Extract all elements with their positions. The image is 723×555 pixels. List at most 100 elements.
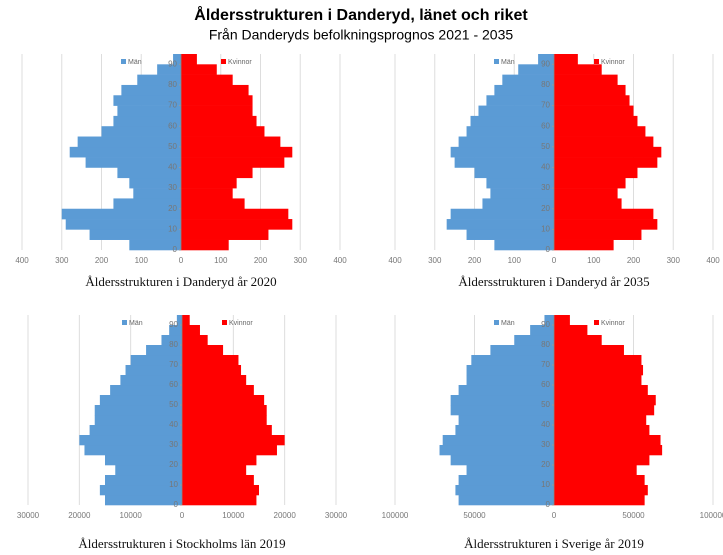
y-tick-label: 10 [168, 224, 177, 233]
x-tick-label: 0 [552, 511, 557, 520]
x-tick-label: 100 [508, 256, 522, 265]
bar [554, 335, 602, 346]
bar [554, 157, 658, 168]
bar [554, 475, 645, 486]
bar [455, 425, 554, 436]
y-tick-label: 50 [168, 142, 177, 151]
x-tick-label: 100 [587, 256, 601, 265]
bar [182, 335, 208, 346]
x-tick-label: 200 [468, 256, 482, 265]
bar [554, 395, 656, 406]
y-tick-label: 80 [541, 80, 550, 89]
bar [554, 208, 654, 220]
bar [182, 355, 239, 366]
bar [478, 105, 554, 117]
bar [130, 355, 182, 366]
y-tick-label: 40 [169, 420, 178, 429]
y-tick-label: 0 [174, 500, 179, 509]
bar [182, 385, 254, 396]
bar [554, 385, 648, 396]
bar [181, 136, 281, 148]
bar [181, 84, 249, 96]
y-tick-label: 30 [541, 183, 550, 192]
x-tick-label: 300 [55, 256, 69, 265]
bar [450, 395, 554, 406]
y-tick-label: 90 [541, 320, 550, 329]
y-tick-label: 70 [169, 360, 178, 369]
y-tick-label: 90 [169, 320, 178, 329]
bar [182, 435, 285, 446]
bar [61, 208, 181, 220]
bar [530, 325, 554, 336]
x-tick-label: 0 [552, 256, 557, 265]
legend-label: Kvinnor [228, 59, 252, 66]
y-tick-label: 20 [541, 460, 550, 469]
bar [182, 475, 254, 486]
bar [554, 167, 638, 179]
bar [169, 325, 182, 336]
page-subtitle: Från Danderyds befolkningsprognos 2021 -… [209, 27, 514, 43]
bar [450, 146, 554, 158]
bar [182, 425, 272, 436]
bar [458, 415, 554, 426]
y-tick-label: 0 [546, 500, 551, 509]
page-title: Åldersstrukturen i Danderyd, länet och r… [194, 5, 528, 24]
bar [105, 475, 182, 486]
bar [181, 64, 217, 75]
bar [181, 208, 289, 220]
y-tick-label: 80 [168, 80, 177, 89]
bar [84, 445, 182, 456]
bar [554, 95, 630, 106]
bar [181, 219, 293, 230]
legend-swatch [494, 320, 499, 325]
x-tick-label: 20000 [68, 511, 91, 520]
bar [77, 136, 181, 148]
bar [113, 115, 181, 127]
bar [182, 465, 247, 476]
x-tick-label: 100 [135, 256, 149, 265]
bar [117, 105, 181, 117]
legend-label: Kvinnor [601, 59, 625, 66]
y-tick-label: 10 [169, 480, 178, 489]
bar [113, 198, 181, 210]
bar [554, 325, 588, 336]
bar [554, 229, 642, 240]
x-tick-label: 100000 [382, 511, 409, 520]
bar [466, 465, 554, 476]
y-tick-label: 50 [169, 400, 178, 409]
y-tick-label: 20 [541, 204, 550, 213]
y-tick-label: 10 [541, 480, 550, 489]
bar [94, 415, 182, 426]
bar [518, 64, 554, 75]
legend-swatch [594, 320, 599, 325]
legend-label: Män [501, 59, 515, 66]
y-tick-label: 90 [168, 59, 177, 68]
bar [458, 136, 554, 148]
bar [450, 455, 554, 466]
bar [181, 54, 197, 65]
bar [554, 425, 650, 436]
bar [105, 495, 182, 506]
bar [450, 208, 554, 220]
bar [94, 405, 182, 416]
bar [181, 105, 253, 117]
x-tick-label: 100 [214, 256, 228, 265]
bar [85, 157, 181, 168]
bar [471, 355, 554, 366]
bar [538, 54, 554, 65]
bar [110, 385, 182, 396]
bar [182, 445, 277, 456]
bar [554, 415, 647, 426]
y-tick-label: 60 [169, 380, 178, 389]
y-tick-label: 50 [541, 400, 550, 409]
bar [181, 198, 245, 210]
bar [121, 84, 181, 96]
y-tick-label: 50 [541, 142, 550, 151]
x-tick-label: 400 [706, 256, 720, 265]
bar [181, 239, 229, 251]
legend-swatch [122, 320, 127, 325]
y-tick-label: 80 [169, 340, 178, 349]
legend-swatch [494, 59, 499, 64]
bar [554, 54, 578, 65]
